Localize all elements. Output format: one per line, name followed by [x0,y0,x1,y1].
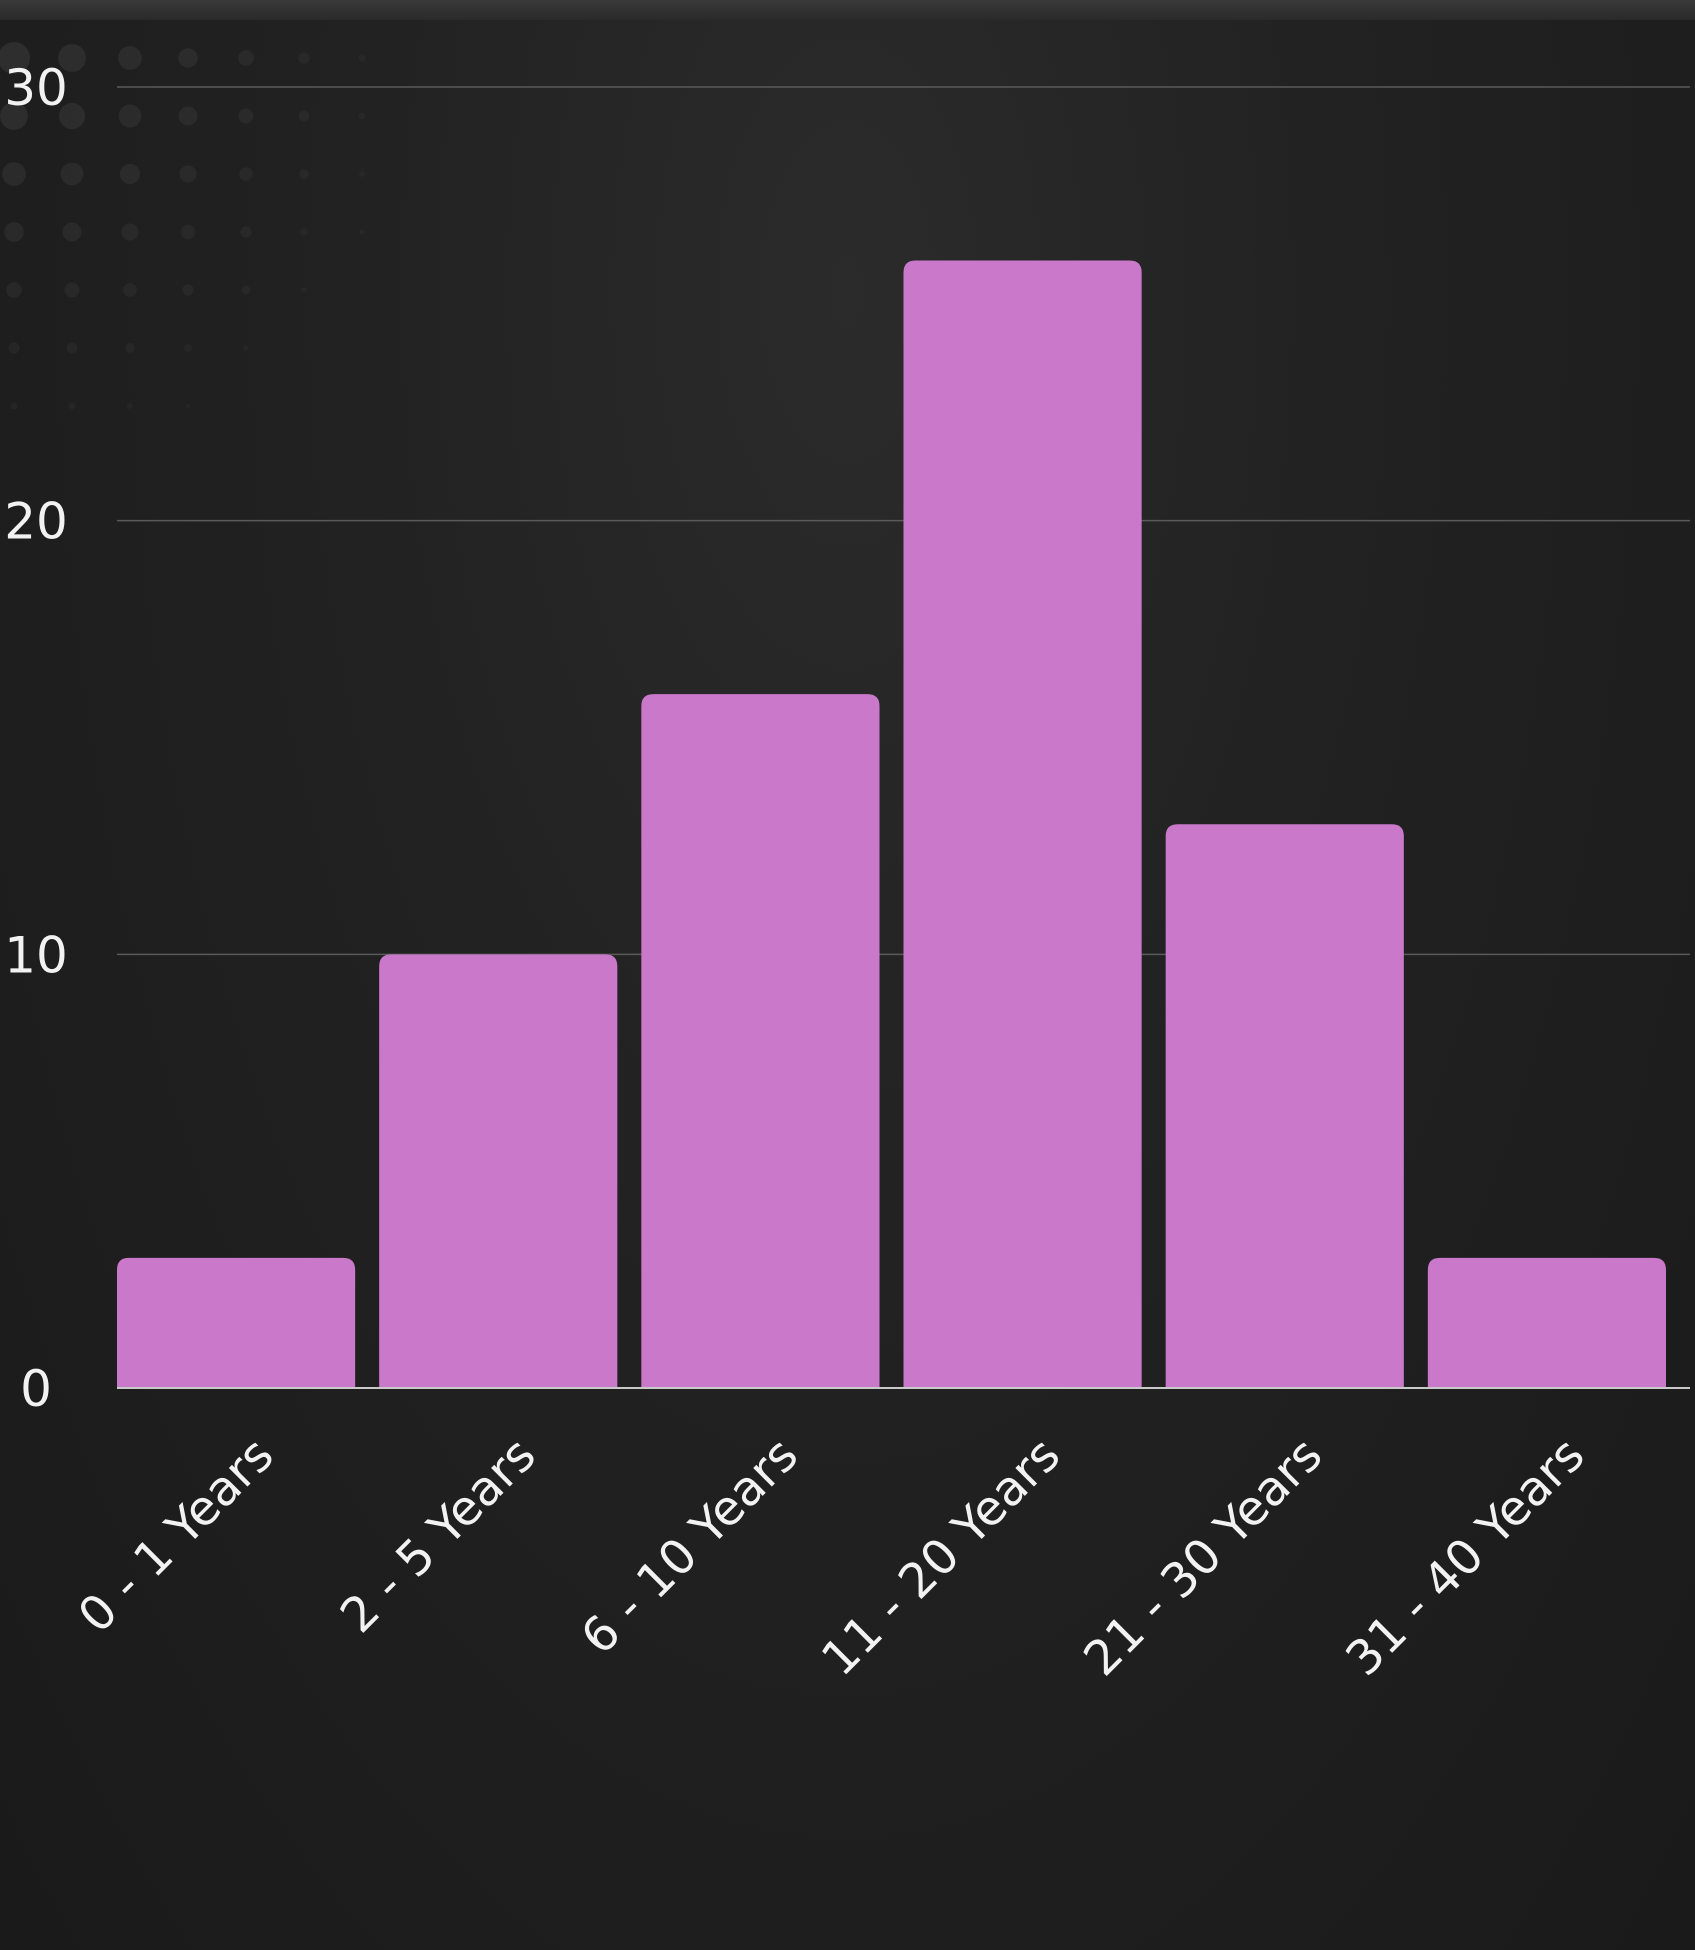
background-dot [118,104,142,128]
background-dot [127,403,133,409]
background-dot [118,46,142,70]
background-dot [238,50,254,66]
bar [641,694,880,1388]
y-tick-label: 30 [4,59,68,117]
background-dot [0,42,30,74]
background-dot [2,162,26,186]
background-dot [121,223,139,241]
background-dot [0,102,28,130]
background-dot [358,54,366,62]
background-dot [243,345,249,351]
background-dot [8,342,20,354]
background-dot [240,226,252,238]
background-dot [358,112,366,120]
background-dot [68,402,76,410]
x-axis-ticks: 0 - 1 Years 2 - 5 Years 6 - 10 Years 11 - 2… [68,1427,1596,1687]
y-tick-label: 0 [20,1360,52,1418]
y-axis-ticks: 0 10 20 30 [4,59,68,1418]
background-dot [62,222,82,242]
background-dot [299,169,309,179]
background-dot [359,171,365,177]
bars [117,260,1666,1388]
background-dot [179,165,197,183]
background-dot [119,163,141,185]
background-dot-pattern [0,42,366,410]
background-dot [239,167,253,181]
background-dot [184,344,192,352]
x-tick-label: 31 - 40 Years [1335,1427,1595,1687]
background-dot [10,402,18,410]
background-dot [125,343,135,353]
background-dot [359,229,365,235]
background-dot [66,342,78,354]
background-dot [238,108,254,124]
x-tick-label: 6 - 10 Years [570,1427,809,1666]
background-dot [64,282,80,298]
x-tick-label: 0 - 1 Years [68,1427,285,1644]
bar [117,1257,356,1388]
x-tick-label: 2 - 5 Years [330,1427,547,1644]
background-dot [178,106,198,126]
x-tick-label: 21 - 30 Years [1073,1427,1333,1687]
background-dot [300,228,308,236]
y-tick-label: 10 [4,926,68,984]
background-dot [301,287,307,293]
background-dot [180,224,196,240]
y-tick-label: 20 [4,493,68,551]
x-tick-label: 11 - 20 Years [811,1427,1071,1687]
background-dot [6,282,22,298]
background-dot [298,52,310,64]
background-dot [60,162,84,186]
background-dot [298,110,310,122]
background-dot [178,48,198,68]
background-dot [123,283,137,297]
background-dot [4,222,24,242]
background-dot [182,284,194,296]
background-dot [185,403,191,409]
background-dot [58,102,86,130]
bar [379,954,618,1388]
bar [1427,1257,1666,1388]
background-dot [241,285,251,295]
bar [903,260,1142,1388]
bar [1165,824,1404,1388]
top-strip [0,0,1695,20]
background-dot [58,44,86,72]
